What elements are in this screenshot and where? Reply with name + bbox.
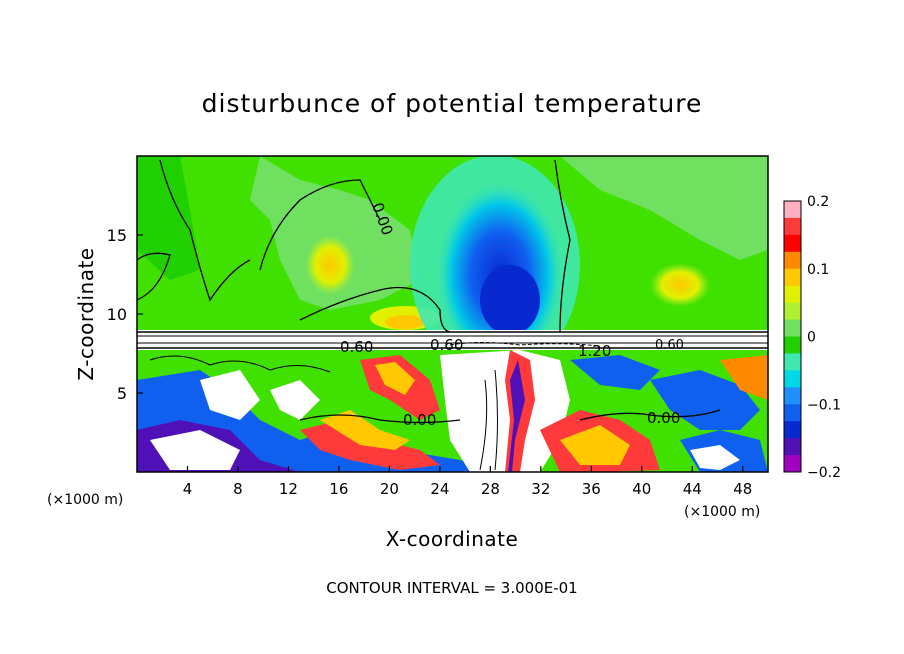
x-tick-label: 8 <box>233 480 243 498</box>
colorbar-swatch <box>784 285 801 304</box>
contour-label: 0.00 <box>403 411 436 429</box>
y-axis-title: Z-coordinate <box>74 247 98 380</box>
colorbar-swatch <box>784 217 801 236</box>
x-unit-right: (×1000 m) <box>684 504 760 520</box>
x-tick-label: 44 <box>683 480 702 498</box>
x-tick-label: 4 <box>183 480 193 498</box>
x-tick-label: 32 <box>531 480 550 498</box>
x-tick-label: 36 <box>582 480 601 498</box>
x-tick-label: 48 <box>733 480 752 498</box>
y-tick-label: 5 <box>117 384 127 403</box>
contour-label: 1.20 <box>578 342 611 360</box>
x-tick-label: 12 <box>279 480 298 498</box>
x-tick-label: 28 <box>481 480 500 498</box>
chart-title: disturbunce of potential temperature <box>202 89 703 118</box>
colorbar-tick-label: 0.2 <box>807 194 829 210</box>
colorbar-swatch <box>784 336 801 354</box>
x-tick-label: 24 <box>430 480 449 498</box>
colorbar-swatch <box>784 268 801 287</box>
colorbar-swatch <box>784 302 801 321</box>
colorbar-swatch <box>784 234 801 253</box>
colorbar-swatch <box>784 251 801 270</box>
colorbar-tick-label: 0 <box>807 330 816 346</box>
colorbar-frame <box>783 200 802 473</box>
contour-label: 0.00 <box>647 409 680 427</box>
colorbar-tick-label: −0.1 <box>807 397 841 413</box>
contour-label: 0.60 <box>655 338 684 353</box>
x-tick-label: 20 <box>380 480 399 498</box>
contour-label: 0.60 <box>430 336 463 354</box>
x-tick-label: 16 <box>329 480 348 498</box>
heatmap-field: 0.00 0.60 0.60 1.20 0.00 0.00 0.60 <box>137 156 768 472</box>
colorbar-swatch <box>784 455 801 473</box>
colorbar-swatch <box>784 438 801 456</box>
x-axis: 4 8 12 16 20 24 28 32 36 40 44 48 <box>183 466 752 498</box>
y-tick-label: 10 <box>107 305 127 324</box>
colorbar-tick-label: 0.1 <box>807 262 829 278</box>
colorbar-swatch <box>784 404 801 422</box>
colorbar-swatch <box>784 387 801 405</box>
y-axis: 5 10 15 <box>107 226 143 403</box>
x-axis-title: X-coordinate <box>386 527 519 551</box>
x-unit-left: (×1000 m) <box>47 492 123 508</box>
colorbar-swatch <box>784 370 801 388</box>
colorbar-swatch <box>784 353 801 371</box>
colorbar-swatch <box>784 201 801 219</box>
contour-label: 0.60 <box>340 338 373 356</box>
colorbar-swatch <box>784 421 801 439</box>
y-tick-label: 15 <box>107 226 127 245</box>
colorbar: 0.2 0.1 0 −0.1 −0.2 <box>783 194 841 481</box>
x-tick-label: 40 <box>632 480 651 498</box>
colorbar-tick-label: −0.2 <box>807 465 841 481</box>
contour-interval-note: CONTOUR INTERVAL = 3.000E-01 <box>326 579 577 597</box>
colorbar-swatch <box>784 319 801 337</box>
